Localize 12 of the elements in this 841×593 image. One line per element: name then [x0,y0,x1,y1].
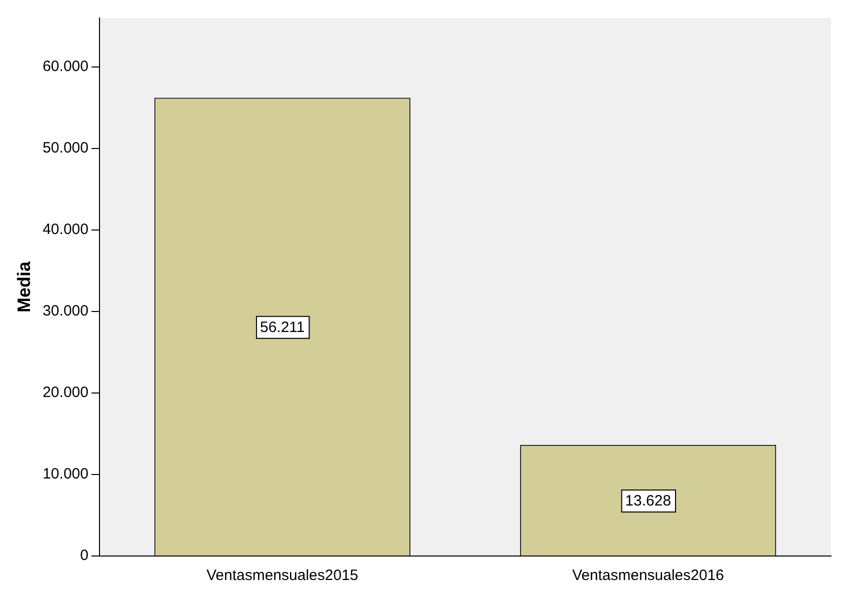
x-tick-label: Ventasmensuales2015 [206,567,358,584]
y-tick-label: 60.000 [42,58,88,76]
data-label: 13.628 [625,492,672,510]
y-tick-label: 0 [80,547,88,564]
y-tick-label: 10.000 [42,466,88,483]
x-tick-label: Ventasmensuales2016 [572,567,724,584]
y-tick-label: 40.000 [42,221,88,238]
y-tick-label: 50.000 [42,140,88,157]
y-tick-label: 30.000 [42,302,88,320]
data-label: 56.211 [260,319,305,336]
y-axis-title: Media [14,260,34,313]
y-tick-label: 20.000 [42,384,88,402]
